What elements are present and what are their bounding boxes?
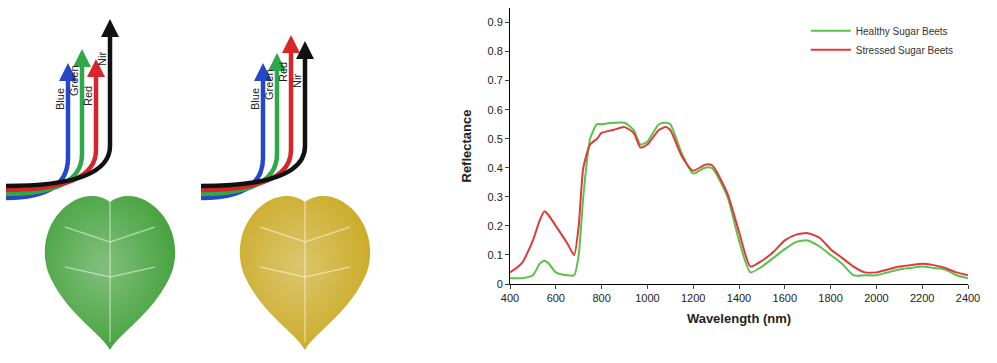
svg-text:Green: Green: [68, 65, 80, 96]
svg-text:Nir: Nir: [291, 74, 303, 88]
svg-text:0.1: 0.1: [488, 249, 503, 261]
svg-text:0.4: 0.4: [488, 162, 503, 174]
svg-text:Blue: Blue: [249, 88, 261, 110]
svg-text:0.3: 0.3: [488, 191, 503, 203]
svg-text:1400: 1400: [727, 292, 751, 304]
svg-text:0.5: 0.5: [488, 133, 503, 145]
svg-text:2200: 2200: [910, 292, 934, 304]
svg-text:Stressed Sugar Beets: Stressed Sugar Beets: [856, 45, 953, 56]
svg-text:Wavelength (nm): Wavelength (nm): [687, 311, 791, 326]
svg-text:Green: Green: [263, 69, 275, 100]
svg-text:2400: 2400: [956, 292, 980, 304]
svg-text:1800: 1800: [818, 292, 842, 304]
svg-text:Healthy Sugar Beets: Healthy Sugar Beets: [856, 26, 948, 37]
svg-text:Reflectance: Reflectance: [459, 110, 474, 183]
svg-text:Blue: Blue: [54, 88, 66, 110]
svg-text:1000: 1000: [635, 292, 659, 304]
svg-text:2000: 2000: [864, 292, 888, 304]
svg-text:800: 800: [592, 292, 610, 304]
svg-text:0: 0: [497, 278, 503, 290]
svg-text:0.2: 0.2: [488, 220, 503, 232]
svg-text:1600: 1600: [773, 292, 797, 304]
svg-text:Red: Red: [82, 86, 94, 106]
svg-text:0.7: 0.7: [488, 74, 503, 86]
svg-text:1200: 1200: [681, 292, 705, 304]
svg-text:Nir: Nir: [96, 52, 108, 66]
svg-text:600: 600: [547, 292, 565, 304]
svg-text:Red: Red: [277, 62, 289, 82]
svg-text:0.6: 0.6: [488, 104, 503, 116]
svg-text:400: 400: [501, 292, 519, 304]
svg-text:0.9: 0.9: [488, 16, 503, 28]
svg-text:0.8: 0.8: [488, 45, 503, 57]
